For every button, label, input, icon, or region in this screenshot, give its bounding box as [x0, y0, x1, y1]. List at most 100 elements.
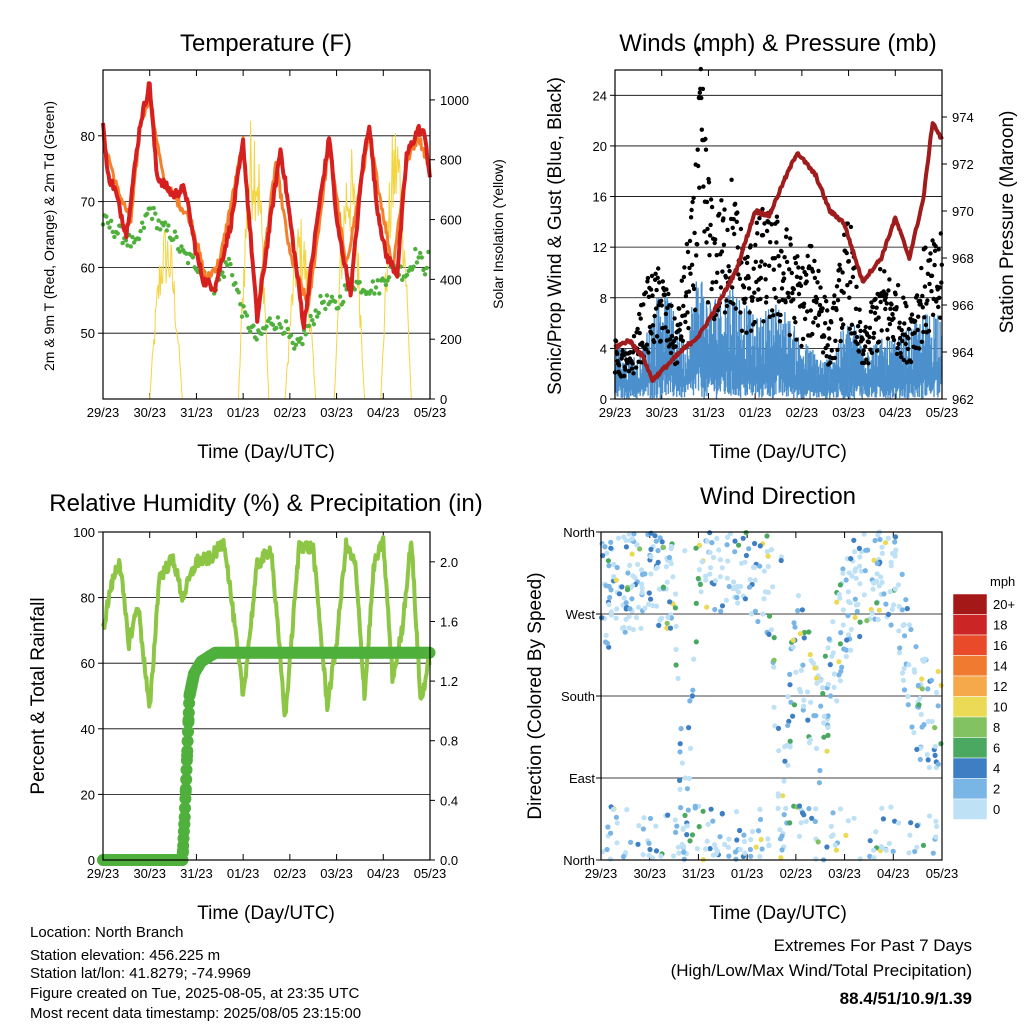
direction-point	[687, 838, 693, 844]
gust-point	[691, 195, 696, 201]
direction-point	[870, 580, 877, 586]
direction-point	[743, 552, 750, 559]
gust-point	[920, 293, 925, 299]
gust-point	[878, 299, 883, 305]
direction-point	[673, 662, 679, 668]
direction-point	[798, 820, 804, 826]
gust-point	[614, 351, 620, 356]
direction-point	[710, 554, 717, 561]
direction-point	[619, 584, 625, 590]
direction-point	[633, 615, 640, 621]
gust-point	[814, 300, 819, 305]
info-location: Location: North Branch	[30, 924, 183, 941]
gust-point	[660, 279, 665, 284]
direction-point	[693, 600, 699, 607]
direction-point	[775, 805, 781, 812]
precip-point	[188, 668, 200, 681]
direction-point	[696, 567, 703, 573]
gust-point	[718, 285, 724, 290]
direction-point	[723, 597, 730, 603]
gust-point	[917, 346, 922, 351]
gust-point	[795, 254, 800, 259]
gust-point	[724, 298, 729, 303]
direction-point	[911, 730, 917, 736]
y-tick-label: 4	[600, 341, 607, 356]
gust-point	[730, 225, 735, 230]
direction-point	[753, 844, 759, 850]
gust-point	[782, 255, 787, 260]
y-tick-label: 16	[593, 190, 607, 205]
direction-point	[805, 717, 811, 723]
gust-point	[783, 234, 789, 239]
direction-point	[746, 584, 753, 590]
y2-tick-label: 0	[440, 392, 447, 407]
direction-point	[938, 682, 944, 688]
direction-point	[919, 724, 925, 730]
station-info: Location: North Branch Station elevation…	[30, 924, 361, 1022]
direction-point	[889, 606, 895, 612]
direction-point	[879, 544, 885, 550]
direction-point	[608, 545, 614, 551]
direction-point	[809, 815, 815, 821]
direction-point	[795, 593, 802, 599]
gust-point	[848, 224, 854, 230]
direction-point	[930, 850, 936, 856]
gust-point	[847, 326, 852, 331]
y2-tick-label: 200	[440, 332, 462, 347]
dewpoint-point	[171, 237, 176, 242]
gust-point	[775, 219, 780, 224]
gust-point	[706, 180, 712, 185]
direction-point	[748, 611, 755, 617]
direction-point	[637, 546, 643, 552]
gust-point	[697, 90, 702, 95]
direction-point	[808, 699, 814, 705]
direction-point	[895, 820, 902, 826]
direction-point	[874, 600, 880, 606]
direction-point	[602, 544, 608, 550]
gust-point	[738, 226, 744, 232]
dewpoint-point	[177, 249, 182, 254]
direction-point	[845, 818, 851, 824]
gust-point	[855, 324, 861, 329]
direction-point	[785, 694, 791, 700]
dewpoint-point	[120, 240, 125, 246]
gust-point	[812, 258, 817, 264]
gust-point	[826, 326, 831, 331]
x-tick-label: 31/23	[180, 866, 213, 881]
gust-point	[858, 328, 863, 334]
gust-point	[937, 285, 942, 290]
dewpoint-point	[238, 302, 243, 307]
humidity-title: Relative Humidity (%) & Precipitation (i…	[49, 490, 482, 517]
direction-point	[799, 607, 806, 613]
direction-point	[740, 535, 746, 541]
gust-point	[704, 240, 709, 245]
gust-point	[687, 238, 693, 244]
direction-point	[666, 554, 673, 561]
gust-point	[722, 310, 728, 315]
dewpoint-point	[382, 278, 387, 283]
dewpoint-point	[288, 333, 294, 338]
gust-point	[881, 289, 886, 294]
direction-point	[840, 566, 846, 572]
direction-point	[664, 579, 670, 585]
gust-point	[680, 338, 685, 343]
direction-point	[892, 539, 898, 545]
gust-point	[929, 289, 934, 294]
gust-point	[833, 338, 838, 343]
direction-point	[761, 568, 768, 574]
direction-point	[765, 836, 771, 842]
direction-point	[926, 764, 932, 771]
gust-point	[915, 327, 920, 333]
direction-point	[831, 671, 838, 677]
direction-point	[726, 836, 732, 842]
y-tick-label: North	[563, 853, 595, 868]
gust-point	[686, 289, 692, 294]
gust-point	[804, 272, 809, 277]
direction-point	[724, 534, 731, 540]
direction-point	[888, 622, 894, 628]
direction-point	[783, 805, 789, 812]
direction-point	[811, 713, 817, 719]
direction-point	[716, 547, 722, 553]
y2-tick-label: 968	[952, 251, 974, 266]
y2-tick-label: 0.8	[440, 734, 458, 749]
